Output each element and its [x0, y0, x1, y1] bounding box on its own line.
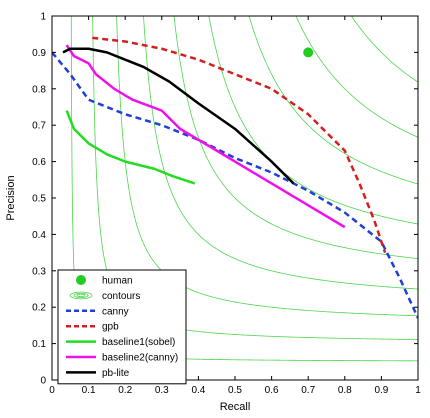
legend-label: baseline2(canny) [102, 353, 178, 364]
contour-line-7 [248, 16, 418, 185]
y-tick-label: 0.3 [32, 266, 46, 277]
series-line-baseline2-canny- [65, 44, 346, 229]
legend-marker-contours [69, 291, 93, 300]
contour-line-8 [295, 16, 418, 138]
x-tick-label: 0.2 [118, 385, 132, 396]
series-line-gpb [92, 36, 387, 253]
legend-marker-contours [76, 293, 86, 298]
legend-label: contours [102, 291, 140, 302]
legend-marker-human [76, 275, 86, 285]
legend-label: canny [102, 306, 129, 317]
y-tick-label: 0.9 [32, 48, 46, 59]
series-lines [52, 36, 418, 319]
y-tick-label: 0.6 [32, 157, 46, 168]
series-line-pb-lite [62, 47, 295, 185]
x-tick-label: 0.3 [155, 385, 169, 396]
legend-label: pb-lite [102, 368, 130, 379]
y-tick-label: 0.1 [32, 339, 46, 350]
y-axis-title: Precision [5, 175, 17, 220]
legend-label: human [102, 276, 133, 287]
legend-label: gpb [102, 322, 119, 333]
legend-marker-contours [73, 292, 89, 298]
y-tick-label: 0.8 [32, 84, 46, 95]
x-axis-title: Recall [220, 401, 251, 413]
axes: 0 0.1 0.2 0.3 0.4 0.5 0.6 0.7 0.8 0.9 1 0 0.1 0.2 0.3 0… [32, 12, 421, 397]
y-tick-label: 0.2 [32, 303, 46, 314]
x-tick-label: 0.8 [338, 385, 352, 396]
legend-label: baseline1(sobel) [102, 337, 175, 348]
human-marker [303, 47, 314, 58]
y-tick-label: 0.7 [32, 121, 46, 132]
human-marker-layer [303, 47, 314, 58]
contour-line-9 [350, 16, 418, 83]
x-tick-label: 0.7 [301, 385, 315, 396]
contour-line-6 [208, 16, 418, 225]
x-tick-label: 1 [415, 385, 421, 396]
legend-box [57, 269, 187, 385]
y-tick-label: 0.4 [32, 230, 46, 241]
legend: human contours canny gpb baseline1(sobel) bas… [57, 269, 187, 385]
series-line-baseline1-sobel- [65, 110, 196, 185]
x-tick-label: 0.9 [374, 385, 388, 396]
x-tick-label: 0.4 [191, 385, 205, 396]
y-tick-label: 1 [40, 12, 46, 23]
x-tick-label: 0 [49, 385, 55, 396]
contour-line-5 [173, 16, 418, 260]
x-tick-label: 0.5 [228, 385, 242, 396]
y-tick-label: 0 [40, 376, 46, 387]
y-tick-label: 0.5 [32, 194, 46, 205]
x-tick-label: 0.1 [82, 385, 96, 396]
series-line-canny [52, 51, 418, 319]
contour-line-4 [143, 16, 418, 290]
x-tick-label: 0.6 [265, 385, 279, 396]
